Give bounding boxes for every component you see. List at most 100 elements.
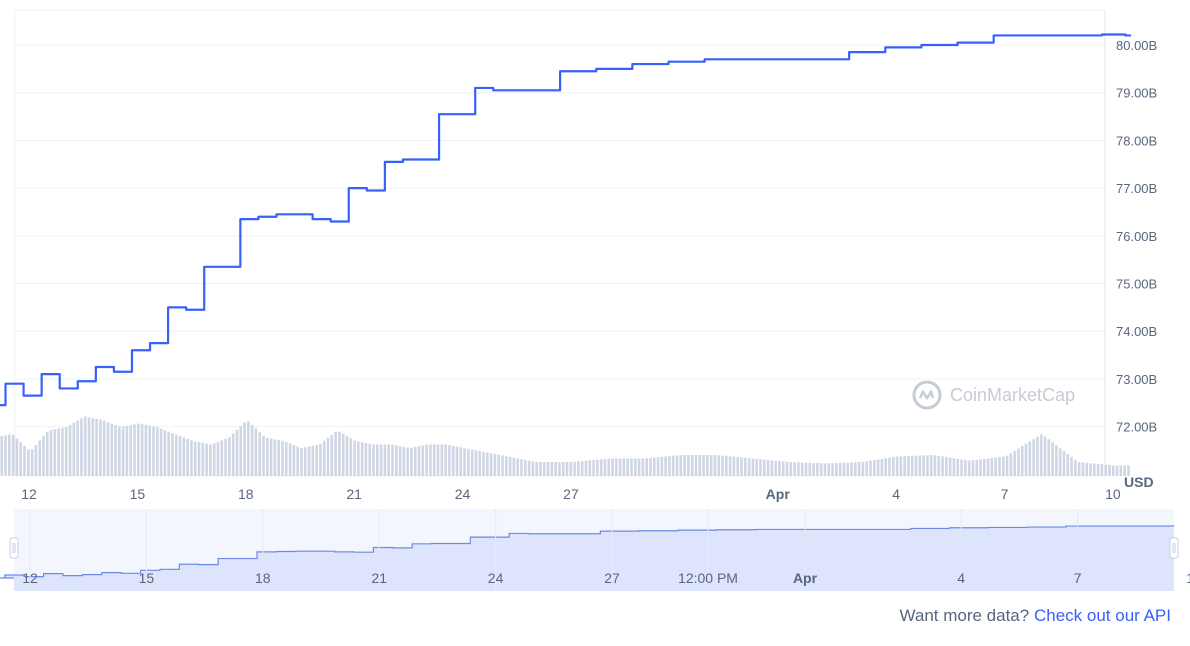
volume-bar [770, 460, 774, 476]
volume-bar [649, 457, 652, 476]
volume-bar [410, 447, 413, 476]
navigator-handle-right[interactable] [1169, 537, 1179, 559]
volume-bar [535, 462, 538, 476]
watermark-text: CoinMarketCap [950, 385, 1075, 405]
volume-bar [360, 442, 364, 476]
volume-bar [561, 462, 565, 476]
navigator-tick-label: Apr [793, 570, 818, 586]
volume-bar [281, 440, 284, 476]
volume-bar [1001, 456, 1005, 476]
navigator-area [0, 525, 1174, 591]
volume-bar [854, 462, 857, 476]
y-tick-label: 79.00B [1116, 86, 1157, 101]
volume-bar [516, 458, 519, 476]
volume-bar [182, 437, 186, 476]
volume-bar [542, 462, 546, 476]
volume-bar [983, 458, 986, 476]
volume-bar [1066, 454, 1070, 476]
volume-bar [823, 463, 827, 476]
volume-bar [91, 418, 95, 476]
volume-bar [1115, 465, 1119, 476]
volume-bar [224, 438, 227, 476]
volume-bar [827, 463, 831, 476]
volume-bar [664, 456, 667, 476]
volume-bar [588, 460, 592, 476]
volume-bar [121, 426, 125, 476]
volume-bar [876, 459, 880, 476]
volume-bar [895, 456, 899, 476]
volume-bar [937, 455, 941, 476]
volume-bar [759, 459, 762, 476]
volume-bar [728, 456, 732, 476]
volume-bar [125, 425, 129, 476]
volume-bar [732, 456, 736, 476]
volume-bar [914, 455, 918, 476]
volume-bar [1062, 451, 1066, 476]
navigator-tick-label: 12 [22, 570, 38, 586]
volume-bar [652, 457, 656, 476]
volume-bar [406, 447, 409, 476]
volume-bar [1108, 465, 1111, 476]
volume-bar [797, 462, 800, 476]
volume-bar [1089, 463, 1092, 476]
x-tick-label: 15 [130, 486, 146, 502]
volume-bar [228, 437, 231, 476]
volume-bar [326, 437, 330, 476]
volume-bar [607, 458, 611, 476]
navigator-tick-label: 21 [371, 570, 387, 586]
volume-bar [835, 462, 838, 476]
volume-bar [975, 459, 979, 476]
volume-bar [330, 434, 334, 476]
volume-bar [273, 439, 277, 476]
footer: Want more data? Check out our API [899, 606, 1171, 626]
navigator-handle-left[interactable] [9, 537, 19, 559]
volume-bar [523, 459, 527, 476]
volume-bar [262, 435, 265, 476]
volume-bar [694, 455, 698, 476]
volume-bar [284, 442, 288, 476]
volume-bar [1017, 448, 1020, 476]
api-link[interactable]: Check out our API [1033, 606, 1171, 625]
volume-bar [929, 455, 933, 476]
volume-bar [967, 460, 971, 476]
volume-bar [319, 443, 322, 476]
volume-bar [899, 456, 903, 476]
volume-bar [633, 458, 637, 476]
volume-bar [482, 451, 485, 476]
volume-bar [338, 431, 341, 476]
volume-bar [379, 444, 383, 476]
volume-bar [546, 462, 550, 476]
range-navigator[interactable]: 12 15 18 21 24 27 12:00 PM Apr 4 7 10 [0, 509, 1190, 591]
volume-bar [486, 452, 489, 476]
volume-bar [277, 440, 280, 476]
volume-bar [1093, 463, 1096, 476]
volume-bar [61, 427, 64, 476]
volume-bar [391, 444, 394, 476]
volume-bar [417, 446, 421, 476]
volume-bar [186, 438, 189, 476]
volume-bar [842, 462, 846, 476]
volume-bar [645, 458, 648, 476]
price-series [0, 33, 1131, 407]
volume-bar [1104, 464, 1108, 476]
volume-bar [751, 458, 755, 476]
x-tick-label: 24 [455, 486, 471, 502]
y-tick-label: 75.00B [1116, 277, 1157, 292]
volume-bar [83, 416, 87, 476]
watermark: CoinMarketCap [912, 380, 1075, 410]
y-axis: 80.00B 79.00B 78.00B 77.00B 76.00B 75.00B 74.0… [1116, 38, 1157, 435]
volume-bar [618, 458, 622, 476]
volume-bar [387, 444, 391, 476]
volume-bar [243, 422, 246, 476]
volume-bar [432, 444, 436, 476]
volume-bar [592, 459, 595, 476]
volume-bar [99, 419, 102, 476]
volume-bar [603, 458, 607, 476]
volume-bar [163, 430, 167, 476]
volume-bar [857, 462, 861, 476]
volume-bar [137, 423, 140, 476]
volume-bar [683, 455, 686, 476]
volume-bar [744, 457, 747, 476]
volume-bar [762, 459, 766, 476]
volume-bar [300, 447, 303, 476]
